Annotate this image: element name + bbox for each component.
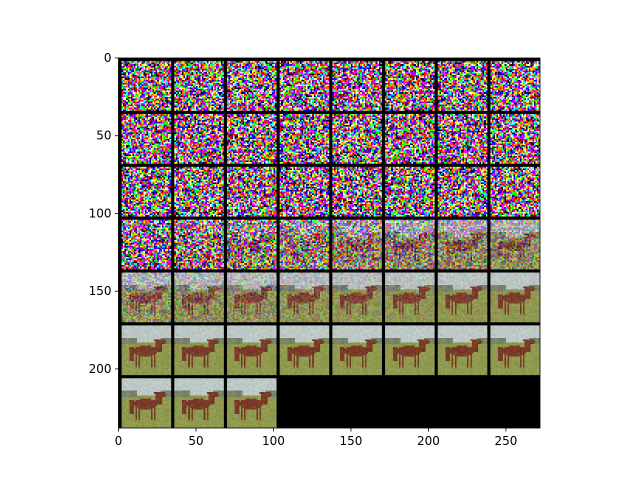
image-tile — [385, 61, 435, 111]
image-tile — [385, 325, 435, 376]
image-tile — [332, 219, 382, 270]
x-tick-label: 150 — [339, 434, 362, 448]
image-tile — [332, 61, 382, 111]
image-tile — [226, 61, 277, 111]
image-tile — [279, 219, 330, 270]
image-tile — [385, 166, 435, 217]
image-tile — [226, 166, 277, 217]
y-tick-label: 100 — [89, 206, 112, 220]
image-tile — [174, 219, 224, 270]
axis-ticks: 0 50 100 150 200 250 0 50 100 150 200 — [89, 51, 518, 448]
x-tick-label: 250 — [494, 434, 517, 448]
image-tile — [385, 272, 435, 323]
x-tick-label: 0 — [115, 434, 123, 448]
image-tile — [385, 113, 435, 164]
image-tile — [174, 325, 224, 376]
x-tick-label: 100 — [262, 434, 285, 448]
y-tick-label: 50 — [96, 129, 111, 143]
image-tile — [490, 219, 540, 270]
image-tile — [121, 272, 172, 323]
image-tile — [490, 113, 540, 164]
image-tile — [121, 219, 172, 270]
image-tile — [226, 219, 277, 270]
image-tile — [490, 272, 540, 323]
image-tile — [490, 325, 540, 376]
image-tile — [332, 325, 382, 376]
image-tile — [174, 61, 224, 111]
image-tiles — [118, 58, 540, 428]
y-tick-label: 0 — [104, 51, 112, 65]
image-tile — [121, 166, 172, 217]
image-tile — [174, 378, 224, 428]
image-tile — [437, 219, 488, 270]
image-tile — [279, 272, 330, 323]
image-tile — [437, 325, 488, 376]
image-tile — [174, 166, 224, 217]
image-tile — [437, 166, 488, 217]
image-tile — [279, 113, 330, 164]
y-tick-label: 200 — [89, 362, 112, 376]
image-tile — [437, 113, 488, 164]
image-tile — [226, 325, 277, 376]
image-tile — [121, 61, 172, 111]
image-tile — [332, 113, 382, 164]
image-tile — [279, 61, 330, 111]
image-tile — [279, 166, 330, 217]
y-tick-label: 150 — [89, 284, 112, 298]
image-tile — [385, 219, 435, 270]
x-tick-label: 200 — [417, 434, 440, 448]
x-tick-label: 50 — [188, 434, 203, 448]
image-tile — [121, 378, 172, 428]
image-tile — [121, 325, 172, 376]
image-tile — [490, 61, 540, 111]
image-tile — [174, 113, 224, 164]
image-tile — [226, 272, 277, 323]
image-tile — [437, 272, 488, 323]
image-tile — [226, 113, 277, 164]
axes-frame — [118, 57, 541, 429]
image-tile — [279, 325, 330, 376]
image-tile — [332, 166, 382, 217]
image-tile — [174, 272, 224, 323]
image-tile — [490, 166, 540, 217]
image-tile — [332, 272, 382, 323]
image-tile — [121, 113, 172, 164]
image-tile — [437, 61, 488, 111]
image-tile — [226, 378, 277, 428]
